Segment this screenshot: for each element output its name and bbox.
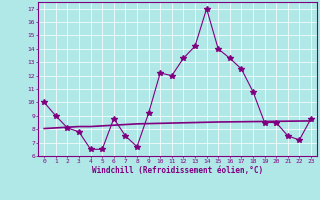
X-axis label: Windchill (Refroidissement éolien,°C): Windchill (Refroidissement éolien,°C) [92,166,263,175]
